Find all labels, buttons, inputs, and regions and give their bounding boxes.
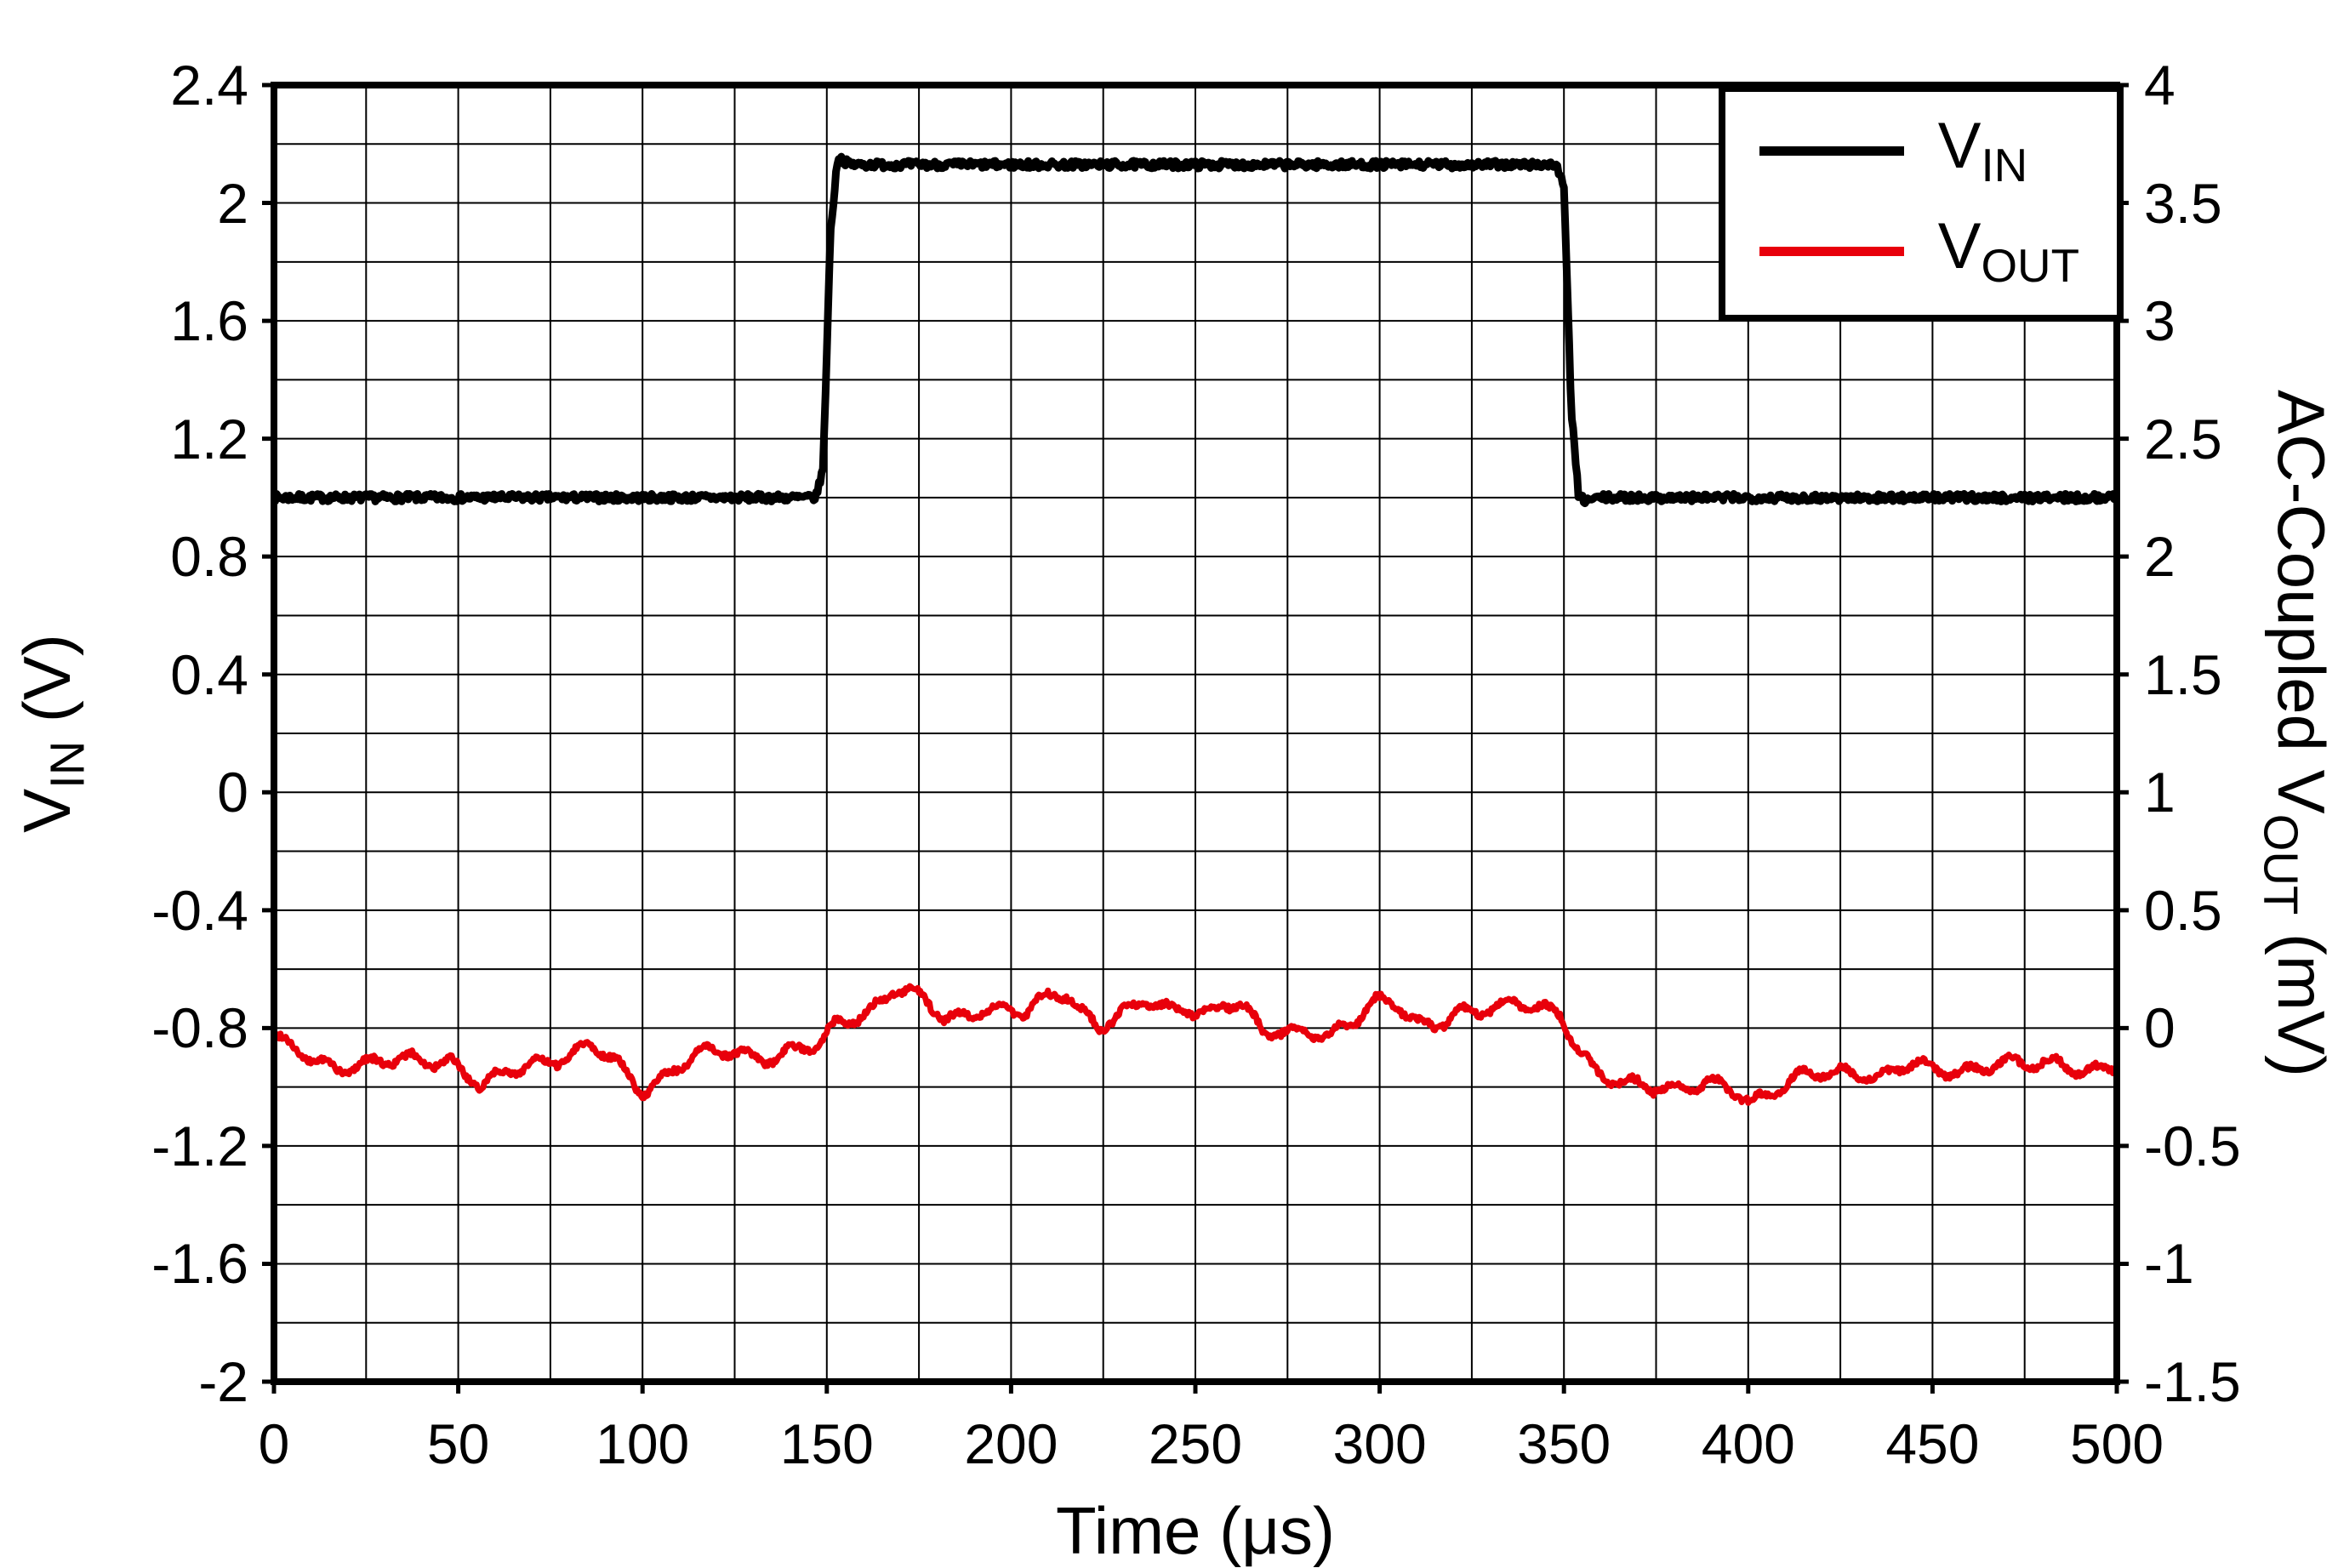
legend-item-vin: VIN [1759, 114, 2079, 189]
y-left-tick-label: -0.4 [151, 878, 248, 942]
series-vout [274, 983, 2117, 1106]
y-left-tick-label: 0 [217, 761, 248, 824]
y-right-tick-label: 3.5 [2144, 171, 2222, 235]
x-tick-label: 50 [426, 1412, 490, 1475]
y-left-tick-label: -1.6 [151, 1232, 248, 1296]
y-right-tick-label: 1.5 [2144, 642, 2222, 706]
legend: VIN VOUT [1718, 85, 2124, 322]
y-left-tick-label: -1.2 [151, 1114, 248, 1177]
y-right-tick-label: 2.5 [2144, 407, 2222, 470]
x-tick-label: 100 [596, 1412, 690, 1475]
legend-label-vout: VOUT [1937, 209, 2079, 293]
y-right-tick-label: 0 [2144, 996, 2175, 1060]
y-right-tick-label: 3 [2144, 289, 2175, 353]
x-axis-label: Time (μs) [1056, 1497, 1335, 1564]
y-left-tick-label: -2 [198, 1350, 248, 1413]
legend-label-vin: VIN [1937, 110, 2028, 192]
x-tick-label: 150 [779, 1412, 874, 1475]
x-tick-label: 250 [1148, 1412, 1243, 1475]
x-tick-label: 450 [1885, 1412, 1980, 1475]
y-right-tick-label: 2 [2144, 525, 2175, 589]
y-left-tick-label: 2 [217, 171, 248, 235]
y-right-tick-label: 1 [2144, 761, 2175, 824]
series-vin [274, 152, 2117, 508]
y-left-tick-label: 0.4 [170, 642, 248, 706]
y-left-tick-label: 0.8 [170, 525, 248, 589]
x-axis-label-text: Time (μs) [1056, 1493, 1335, 1568]
y-right-tick-label: -1 [2144, 1232, 2194, 1296]
y-left-tick-label: 1.6 [170, 289, 248, 353]
x-tick-label: 350 [1517, 1412, 1611, 1475]
y-left-tick-label: 2.4 [170, 54, 248, 117]
x-tick-label: 500 [2069, 1412, 2164, 1475]
y-left-axis-label: VIN (V) [9, 634, 94, 833]
legend-line-vout [1759, 247, 1904, 257]
legend-line-vin [1759, 146, 1904, 157]
x-tick-label: 400 [1701, 1412, 1795, 1475]
x-tick-label: 0 [258, 1412, 290, 1475]
y-right-tick-label: 4 [2144, 54, 2175, 117]
x-tick-label: 300 [1332, 1412, 1427, 1475]
y-right-tick-label: 0.5 [2144, 878, 2222, 942]
y-left-tick-label: -0.8 [151, 996, 248, 1060]
x-tick-label: 200 [964, 1412, 1058, 1475]
y-left-tick-label: 1.2 [170, 407, 248, 470]
legend-item-vout: VOUT [1759, 214, 2079, 289]
y-right-tick-label: -1.5 [2144, 1350, 2241, 1413]
y-right-tick-label: -0.5 [2144, 1114, 2241, 1177]
y-right-axis-label: AC-Coupled VOUT (mV) [2254, 390, 2338, 1077]
